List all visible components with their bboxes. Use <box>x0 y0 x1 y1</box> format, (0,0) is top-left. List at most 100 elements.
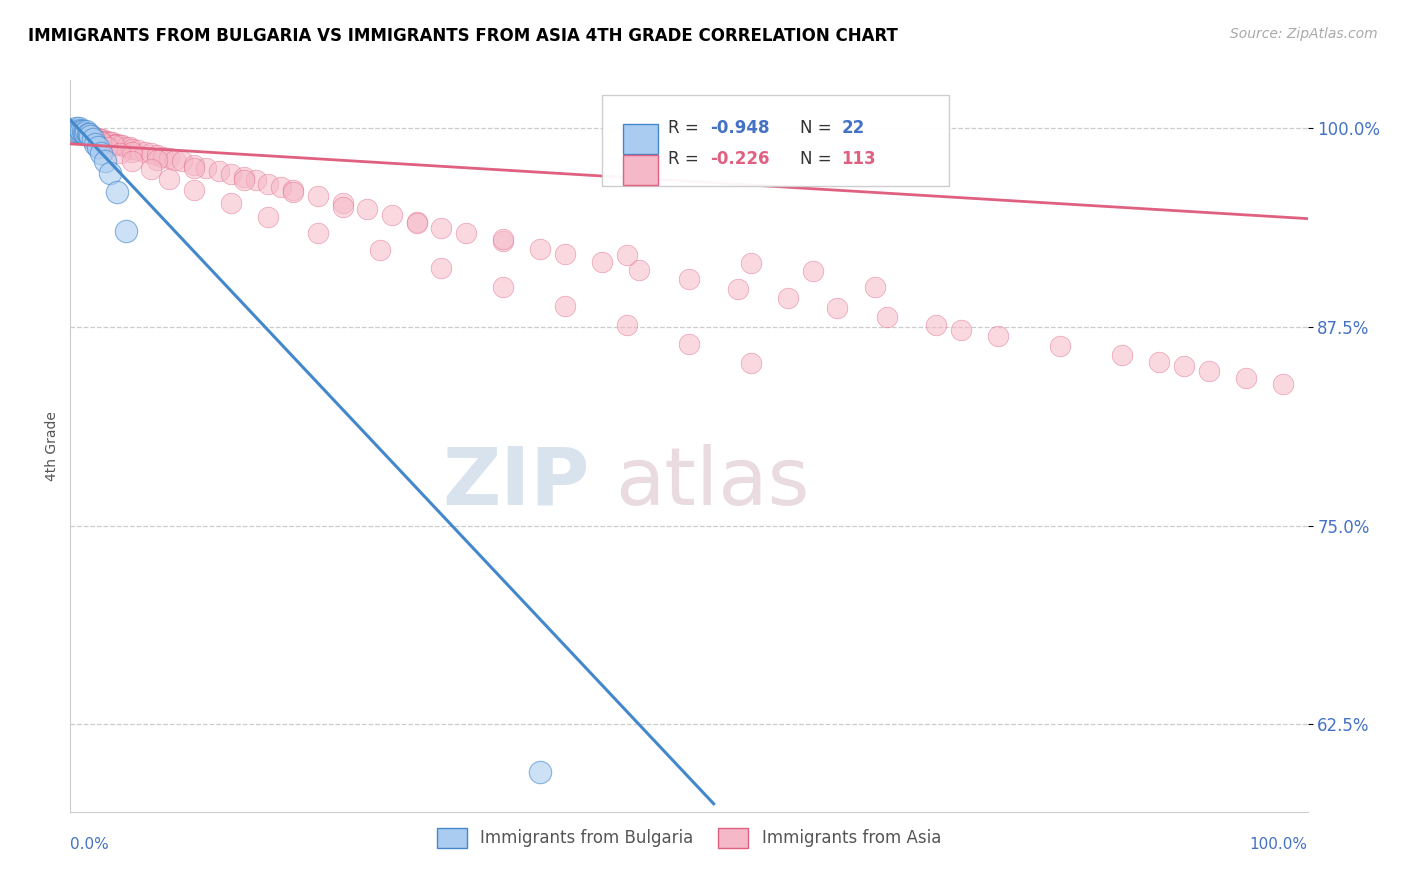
Point <box>270 179 292 194</box>
Point <box>101 136 124 150</box>
Point <box>195 161 218 175</box>
Point <box>492 232 515 246</box>
Point <box>356 202 378 216</box>
Point <box>529 764 551 779</box>
Point <box>75 124 97 138</box>
Point <box>69 126 91 140</box>
Point <box>98 165 121 179</box>
Point <box>62 122 84 136</box>
Point <box>405 215 427 229</box>
Point <box>72 124 94 138</box>
Point <box>1234 370 1257 384</box>
FancyBboxPatch shape <box>623 124 658 154</box>
Point <box>381 209 404 223</box>
Point <box>170 154 193 169</box>
Point <box>554 246 576 260</box>
Point <box>84 132 107 146</box>
Point <box>146 148 169 162</box>
Point <box>727 282 749 296</box>
Point <box>139 146 162 161</box>
Point <box>405 216 427 230</box>
Point <box>67 120 90 135</box>
Text: atlas: atlas <box>614 443 808 522</box>
Point <box>90 136 112 150</box>
Point <box>77 128 100 142</box>
Point <box>86 140 108 154</box>
Point <box>925 318 948 333</box>
Point <box>430 221 453 235</box>
Point <box>118 140 141 154</box>
Point <box>75 126 97 140</box>
Point <box>950 323 973 337</box>
Point <box>75 126 97 140</box>
Text: 22: 22 <box>841 119 865 137</box>
Point <box>368 244 391 258</box>
Point <box>152 150 174 164</box>
Point <box>127 143 149 157</box>
Point <box>77 128 100 143</box>
Point <box>75 128 97 142</box>
Point <box>115 224 138 238</box>
Point <box>628 262 651 277</box>
Point <box>740 356 762 370</box>
Point <box>332 201 354 215</box>
Point <box>111 138 134 153</box>
Point <box>121 142 143 156</box>
Point <box>257 177 280 191</box>
Text: ZIP: ZIP <box>443 443 591 522</box>
Text: N =: N = <box>800 119 837 137</box>
Y-axis label: 4th Grade: 4th Grade <box>45 411 59 481</box>
Point <box>1271 376 1294 391</box>
Point <box>801 264 824 278</box>
Point <box>492 280 515 294</box>
Point <box>105 185 128 199</box>
Point <box>65 126 87 140</box>
Point <box>65 124 87 138</box>
Point <box>678 337 700 351</box>
Point <box>104 136 127 151</box>
Point <box>987 329 1010 343</box>
Text: N =: N = <box>800 150 837 168</box>
Point <box>1111 348 1133 362</box>
Point <box>77 128 100 143</box>
Point <box>65 120 87 135</box>
Point <box>65 124 87 138</box>
Point <box>90 134 112 148</box>
Point <box>281 185 304 199</box>
Point <box>208 164 231 178</box>
Point <box>70 126 93 140</box>
Point <box>79 128 101 143</box>
Point <box>183 157 205 171</box>
Point <box>66 124 89 138</box>
Point <box>165 153 187 167</box>
Point <box>72 128 94 142</box>
Point <box>616 248 638 262</box>
Point <box>66 126 89 140</box>
Point <box>103 138 125 153</box>
Text: -0.948: -0.948 <box>710 119 769 137</box>
Point <box>73 126 96 140</box>
Point <box>76 128 98 142</box>
Point <box>245 173 267 187</box>
Point <box>876 310 898 325</box>
Point <box>105 136 128 151</box>
Point <box>84 136 107 151</box>
Text: -0.226: -0.226 <box>710 150 769 168</box>
Text: 100.0%: 100.0% <box>1250 837 1308 852</box>
Point <box>863 280 886 294</box>
Point <box>63 122 86 136</box>
Point <box>65 124 87 138</box>
Point <box>84 130 107 145</box>
Point <box>1198 364 1220 378</box>
Point <box>69 124 91 138</box>
Point <box>219 195 242 210</box>
Point <box>98 136 121 150</box>
Point <box>96 140 118 154</box>
Point <box>157 151 180 165</box>
Point <box>232 173 254 187</box>
Point <box>91 132 114 146</box>
Point <box>1173 359 1195 374</box>
Text: R =: R = <box>668 119 704 137</box>
Point <box>529 242 551 256</box>
Point <box>139 162 162 177</box>
